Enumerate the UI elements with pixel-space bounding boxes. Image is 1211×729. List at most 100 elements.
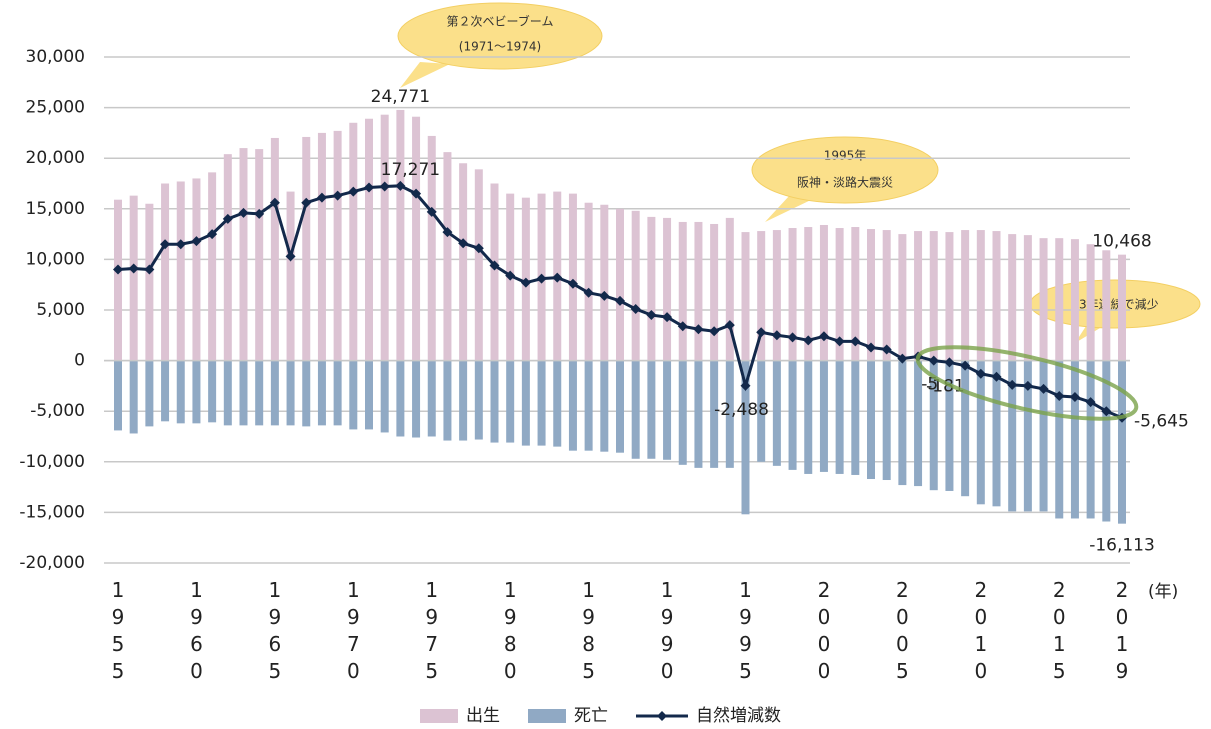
bar — [725, 360, 734, 468]
data-label: -5 — [921, 375, 938, 395]
marker — [787, 332, 798, 343]
marker — [175, 239, 186, 250]
bar — [380, 114, 389, 361]
bar — [867, 229, 875, 361]
annotation: 1995年 — [824, 149, 867, 163]
bar — [600, 204, 609, 361]
legend-swatch — [420, 709, 458, 723]
annotation: 阪神・淡路大震災 — [797, 175, 893, 190]
bar — [631, 210, 640, 361]
bar — [945, 360, 954, 491]
bar — [239, 360, 248, 426]
marker — [771, 330, 782, 341]
callout — [751, 136, 939, 204]
callout — [397, 2, 603, 70]
bar — [961, 230, 970, 361]
callouts: 第２次ベビーブーム (1971～1974) 1995年 阪神・淡路大震災 13年… — [397, 2, 1201, 343]
bar — [772, 230, 781, 361]
marker — [301, 197, 312, 208]
bar — [1008, 234, 1017, 361]
bar — [537, 360, 546, 446]
data-label: -2,488 — [714, 400, 769, 420]
marker — [803, 335, 814, 346]
bar — [694, 221, 703, 361]
bar — [851, 227, 860, 361]
marker — [316, 192, 327, 203]
y-tick-label: 10,000 — [26, 249, 85, 269]
marker — [191, 236, 202, 247]
legend-label: 出生 — [466, 706, 500, 726]
bar — [819, 224, 828, 361]
marker — [458, 238, 469, 249]
y-tick-label: 20,000 — [26, 148, 85, 168]
bar — [176, 181, 185, 361]
bar — [223, 360, 232, 426]
bar — [788, 228, 797, 361]
marker — [348, 186, 359, 197]
bar — [678, 360, 687, 465]
bar — [114, 360, 122, 431]
bar — [553, 360, 562, 447]
bar — [1102, 360, 1111, 522]
bar — [474, 169, 483, 361]
marker — [1054, 391, 1065, 402]
marker — [489, 260, 500, 271]
x-tick-label: 2010 — [969, 578, 993, 686]
bar — [1118, 254, 1126, 361]
marker — [662, 312, 673, 323]
marker — [113, 264, 123, 275]
bar — [412, 360, 421, 438]
bar — [568, 193, 577, 361]
bar — [223, 154, 232, 361]
marker — [850, 336, 861, 347]
bar — [725, 217, 734, 361]
data-label: 24,771 — [371, 87, 430, 107]
x-tick-label: 1995 — [734, 578, 758, 686]
bar — [192, 360, 201, 424]
bar — [992, 231, 1001, 361]
marker — [364, 182, 374, 193]
marker — [740, 380, 751, 391]
y-tick-label: 0 — [74, 351, 85, 371]
bar — [1102, 250, 1111, 361]
marker — [1069, 392, 1080, 403]
marker — [960, 360, 971, 371]
data-label: -16,113 — [1089, 536, 1155, 556]
marker — [646, 310, 657, 321]
bar — [1070, 360, 1079, 519]
bar — [459, 360, 468, 441]
bar — [317, 360, 326, 426]
bar — [129, 360, 138, 434]
marker — [207, 229, 218, 240]
bar — [867, 360, 875, 480]
bar — [882, 360, 891, 481]
marker — [144, 264, 155, 275]
bar — [710, 223, 719, 361]
bar — [741, 360, 750, 515]
x-tick-label: 1960 — [184, 578, 208, 686]
marker — [834, 336, 845, 347]
marker — [222, 213, 233, 224]
y-tick-label: -20,000 — [19, 553, 85, 573]
bar — [443, 360, 452, 441]
marker — [991, 371, 1002, 382]
bar — [976, 360, 985, 505]
bar — [1055, 238, 1064, 361]
y-tick-label: 30,000 — [26, 47, 85, 67]
highlight — [915, 345, 1139, 421]
bar — [678, 221, 687, 361]
data-label: 17,271 — [381, 160, 440, 180]
bar — [819, 360, 828, 472]
bar — [663, 360, 672, 460]
bar — [835, 360, 844, 474]
bar — [114, 199, 122, 361]
bar — [1008, 360, 1017, 512]
marker — [928, 355, 939, 366]
bar — [647, 360, 656, 459]
bar — [490, 183, 499, 361]
bar — [427, 135, 436, 361]
marker — [709, 326, 720, 337]
bar — [647, 216, 656, 361]
x-tick-label: 1965 — [263, 578, 287, 686]
